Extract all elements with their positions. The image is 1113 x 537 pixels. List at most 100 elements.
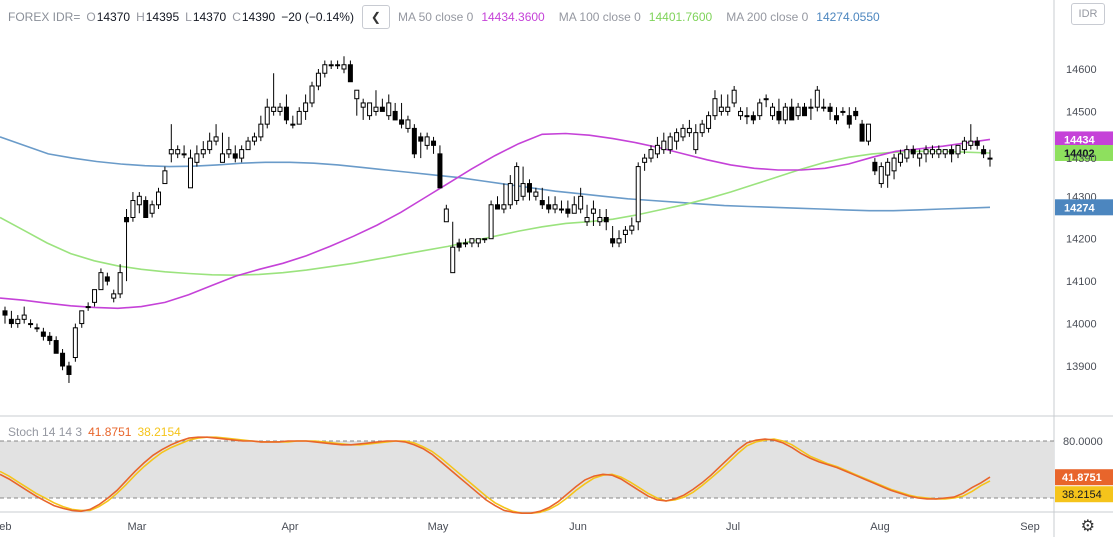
candle-body	[399, 119, 405, 125]
stoch-k-value: 41.8751	[88, 425, 132, 439]
candle-body	[712, 98, 718, 117]
ma50-label[interactable]: MA 50 close 0	[397, 10, 474, 24]
candle-body	[219, 153, 225, 163]
candle-body	[558, 208, 564, 211]
candle-body	[156, 191, 162, 206]
candle-body	[936, 149, 942, 155]
ma200-label[interactable]: MA 200 close 0	[726, 10, 809, 24]
candle-body	[303, 102, 309, 112]
open-value: 14370	[96, 10, 131, 24]
candle-body	[488, 204, 494, 240]
price-label-text: 14402	[1064, 148, 1095, 160]
candle-body	[149, 204, 155, 214]
candle-body	[987, 157, 993, 160]
candle-body	[40, 331, 46, 337]
close-value: 14390	[241, 10, 276, 24]
candle-body	[802, 106, 808, 117]
candle-body	[635, 166, 641, 223]
ma50-value: 14434.3600	[481, 10, 545, 24]
candle-body	[264, 106, 270, 125]
candle-body	[565, 208, 571, 214]
candle-body	[642, 157, 648, 163]
candle-body	[718, 106, 724, 112]
price-label-text: 14434	[1064, 134, 1095, 146]
price-label-ma200	[1055, 199, 1113, 216]
candle-body	[418, 136, 424, 142]
gear-icon[interactable]: ⚙	[1080, 518, 1095, 535]
candle-body	[904, 149, 910, 159]
stoch-band	[0, 441, 1054, 498]
candle-body	[514, 166, 520, 202]
candle-body	[827, 106, 833, 112]
collapse-legend-button[interactable]: ❮	[361, 5, 390, 29]
candle-body	[354, 89, 360, 100]
candle-body	[290, 123, 296, 126]
candle-body	[335, 64, 341, 67]
candle-body	[865, 123, 871, 142]
candle-body	[60, 352, 66, 367]
candle-body	[111, 293, 117, 299]
candle-body	[405, 119, 411, 129]
candle-body	[680, 127, 686, 138]
candle-body	[456, 242, 462, 248]
price-tick-label: 14500	[1066, 106, 1097, 118]
candle-body	[213, 136, 219, 142]
price-tick-label: 14200	[1066, 234, 1097, 246]
candle-body	[961, 140, 967, 151]
candle-body	[124, 217, 130, 223]
candle-body	[239, 149, 245, 159]
candle-body	[66, 365, 72, 375]
candle-body	[878, 166, 884, 185]
candle-body	[386, 102, 392, 117]
candle-body	[379, 106, 385, 112]
symbol-name[interactable]: FOREX IDR=	[8, 10, 81, 24]
candle-body	[853, 110, 859, 117]
time-tick-label: Aug	[870, 521, 890, 533]
candle-body	[347, 64, 353, 83]
candle-body	[21, 314, 27, 320]
candle-body	[910, 149, 916, 155]
candle-body	[315, 72, 321, 87]
candle-body	[891, 157, 897, 172]
ma200-value: 14274.0550	[816, 10, 880, 24]
candle-body	[981, 149, 987, 155]
candle-body	[603, 217, 609, 223]
candle-body	[309, 85, 315, 104]
candle-body	[929, 149, 935, 155]
candle-body	[34, 327, 40, 330]
low-value: 14370	[192, 10, 227, 24]
stoch-label[interactable]: Stoch 14 14 3	[8, 425, 83, 439]
candle-body	[194, 153, 200, 163]
candle-body	[552, 204, 558, 210]
candle-body	[795, 106, 801, 117]
candle-body	[840, 110, 846, 113]
candle-body	[271, 106, 277, 112]
candle-body	[143, 200, 149, 218]
ma100-label[interactable]: MA 100 close 0	[558, 10, 641, 24]
candle-body	[782, 106, 788, 121]
price-label-ma50	[1055, 131, 1113, 148]
candle-body	[648, 149, 654, 159]
candle-body	[923, 149, 929, 155]
candle-body	[949, 149, 955, 155]
candle-body	[578, 195, 584, 210]
candle-body	[942, 149, 948, 155]
candle-body	[175, 149, 181, 155]
candle-body	[507, 183, 513, 206]
candle-body	[629, 225, 635, 231]
currency-button[interactable]: IDR	[1071, 3, 1105, 25]
candle-body	[546, 204, 552, 210]
candle-body	[360, 102, 366, 108]
candle-body	[725, 106, 731, 112]
candle-body	[469, 238, 475, 244]
candle-body	[475, 238, 481, 244]
price-tick-label: 14100	[1066, 276, 1097, 288]
candle-body	[392, 110, 398, 121]
candle-body	[283, 106, 289, 121]
candle-body	[789, 106, 795, 121]
candle-body	[738, 110, 744, 117]
candle-body	[79, 310, 85, 325]
candle-body	[130, 200, 136, 218]
stoch-label-k-text: 41.8751	[1062, 472, 1102, 484]
